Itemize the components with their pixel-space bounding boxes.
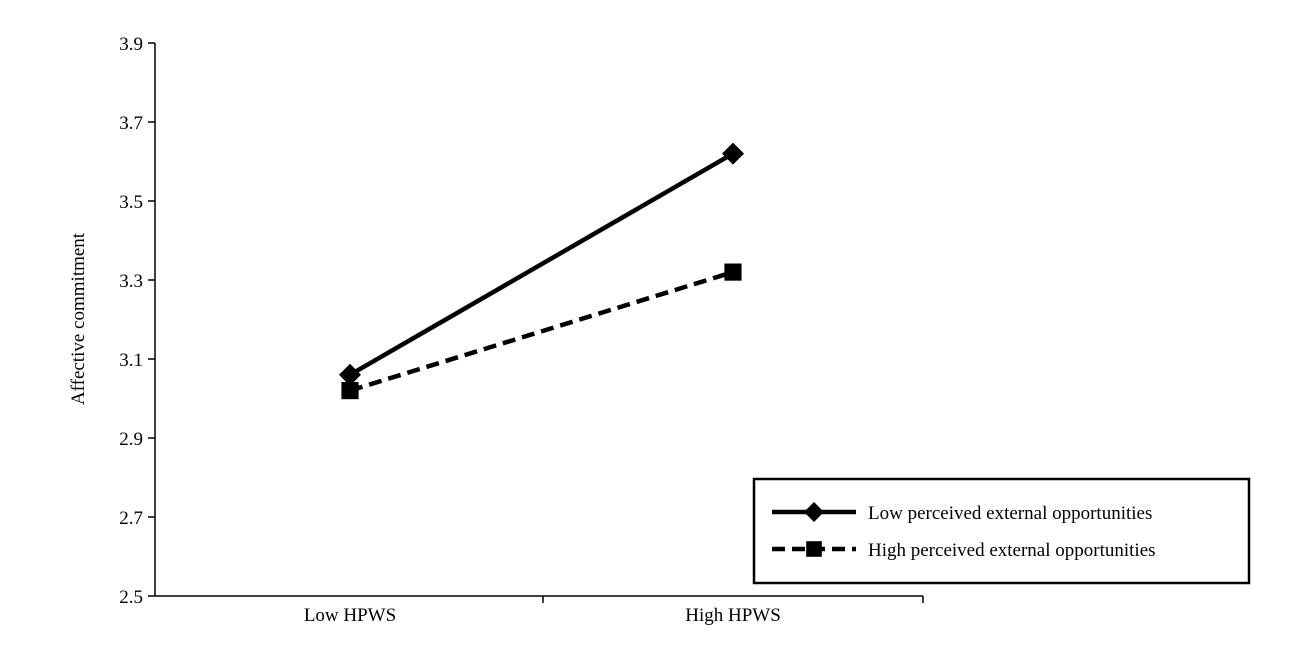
legend-label: Low perceived external opportunities bbox=[868, 503, 1152, 524]
legend-marker bbox=[806, 541, 822, 557]
y-tick-label: 3.5 bbox=[119, 192, 143, 213]
y-tick-label: 3.1 bbox=[119, 350, 143, 371]
data-point bbox=[724, 263, 742, 281]
y-tick-label: 3.9 bbox=[119, 34, 143, 55]
legend-item: Low perceived external opportunities bbox=[772, 502, 1152, 524]
data-point bbox=[722, 142, 744, 165]
y-tick-label: 3.7 bbox=[119, 113, 143, 134]
series-1 bbox=[339, 142, 744, 386]
series-layer bbox=[339, 142, 744, 400]
x-tick-label: High HPWS bbox=[685, 605, 781, 626]
y-tick-label: 2.9 bbox=[119, 429, 143, 450]
legend-label: High perceived external opportunities bbox=[868, 540, 1156, 561]
series-line bbox=[349, 269, 734, 393]
x-tick-label: Low HPWS bbox=[304, 605, 396, 626]
series-2 bbox=[341, 263, 742, 400]
series-line bbox=[348, 151, 735, 377]
data-point bbox=[339, 363, 361, 386]
data-point bbox=[341, 382, 359, 400]
legend-box bbox=[752, 477, 1251, 585]
y-tick-label: 2.5 bbox=[119, 587, 143, 608]
x-axis: Low HPWS High HPWS bbox=[155, 595, 924, 626]
legend-marker bbox=[804, 502, 824, 522]
y-axis: 2.5 2.7 2.9 3.1 3.3 3.5 3.7 3.9 bbox=[119, 34, 156, 608]
legend: Low perceived external opportunities High… bbox=[752, 477, 1251, 585]
y-tick-label: 2.7 bbox=[119, 508, 143, 529]
y-tick-label: 3.3 bbox=[119, 271, 143, 292]
legend-item: High perceived external opportunities bbox=[772, 540, 1156, 561]
y-axis-label: Affective commitment bbox=[68, 232, 89, 405]
